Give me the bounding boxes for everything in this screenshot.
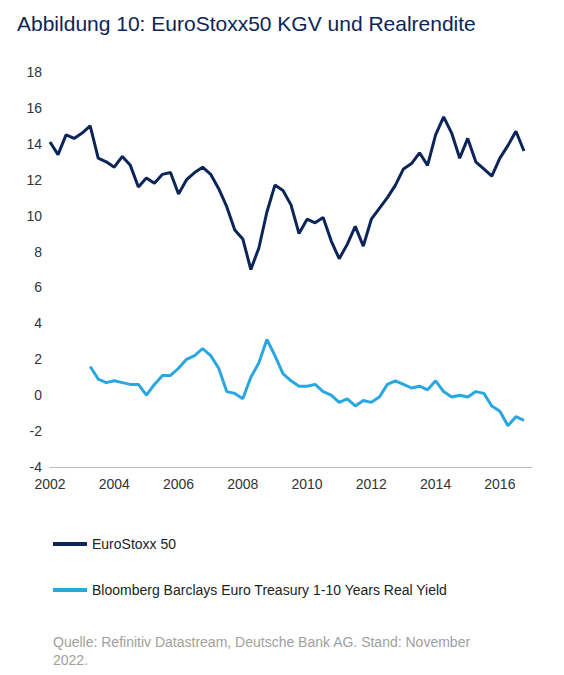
svg-text:2006: 2006: [163, 476, 194, 492]
svg-text:18: 18: [26, 64, 42, 80]
svg-text:2004: 2004: [99, 476, 130, 492]
svg-text:10: 10: [26, 208, 42, 224]
svg-text:2008: 2008: [227, 476, 258, 492]
svg-text:2016: 2016: [484, 476, 515, 492]
svg-text:-4: -4: [30, 459, 43, 475]
svg-text:2002: 2002: [34, 476, 65, 492]
svg-text:2022.: 2022.: [53, 652, 88, 668]
svg-text:6: 6: [34, 279, 42, 295]
svg-text:12: 12: [26, 172, 42, 188]
svg-text:2012: 2012: [356, 476, 387, 492]
svg-text:2010: 2010: [291, 476, 322, 492]
svg-text:0: 0: [34, 387, 42, 403]
svg-text:14: 14: [26, 136, 42, 152]
svg-text:Bloomberg Barclays Euro Treasu: Bloomberg Barclays Euro Treasury 1-10 Ye…: [92, 582, 447, 598]
svg-text:2: 2: [34, 351, 42, 367]
svg-text:2014: 2014: [420, 476, 451, 492]
svg-text:Abbildung 10: EuroStoxx50 KGV: Abbildung 10: EuroStoxx50 KGV und Realre…: [17, 12, 476, 35]
svg-text:16: 16: [26, 100, 42, 116]
svg-text:EuroStoxx 50: EuroStoxx 50: [92, 536, 176, 552]
svg-text:-2: -2: [30, 423, 43, 439]
svg-text:4: 4: [34, 315, 42, 331]
svg-text:8: 8: [34, 244, 42, 260]
svg-text:Quelle: Refinitiv Datastream,: Quelle: Refinitiv Datastream, Deutsche B…: [53, 634, 474, 650]
